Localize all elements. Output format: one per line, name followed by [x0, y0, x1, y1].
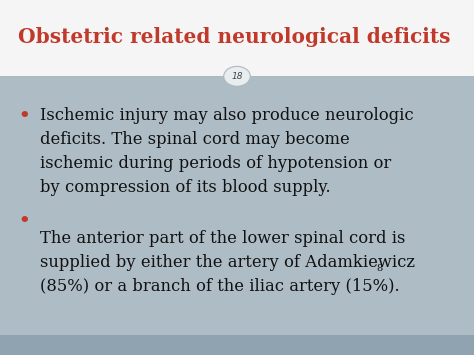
Text: (85%) or a branch of the iliac artery (15%).: (85%) or a branch of the iliac artery (1…	[40, 278, 400, 295]
Text: ischemic during periods of hypotension or: ischemic during periods of hypotension o…	[40, 155, 392, 172]
Text: The anterior part of the lower spinal cord is: The anterior part of the lower spinal co…	[40, 230, 406, 247]
FancyBboxPatch shape	[0, 76, 474, 335]
Circle shape	[224, 66, 250, 86]
Text: Obstetric related neurological deficits: Obstetric related neurological deficits	[18, 27, 450, 47]
Text: 18: 18	[231, 72, 243, 81]
Text: by compression of its blood supply.: by compression of its blood supply.	[40, 179, 331, 196]
FancyBboxPatch shape	[0, 0, 474, 76]
Text: Ischemic injury may also produce neurologic: Ischemic injury may also produce neurolo…	[40, 106, 414, 124]
Text: supplied by either the artery of Adamkiewicz: supplied by either the artery of Adamkie…	[40, 254, 415, 271]
Text: 8: 8	[377, 264, 383, 273]
FancyBboxPatch shape	[0, 335, 474, 355]
Text: deficits. The spinal cord may become: deficits. The spinal cord may become	[40, 131, 350, 148]
Text: •: •	[18, 106, 30, 125]
Text: •: •	[18, 212, 30, 230]
